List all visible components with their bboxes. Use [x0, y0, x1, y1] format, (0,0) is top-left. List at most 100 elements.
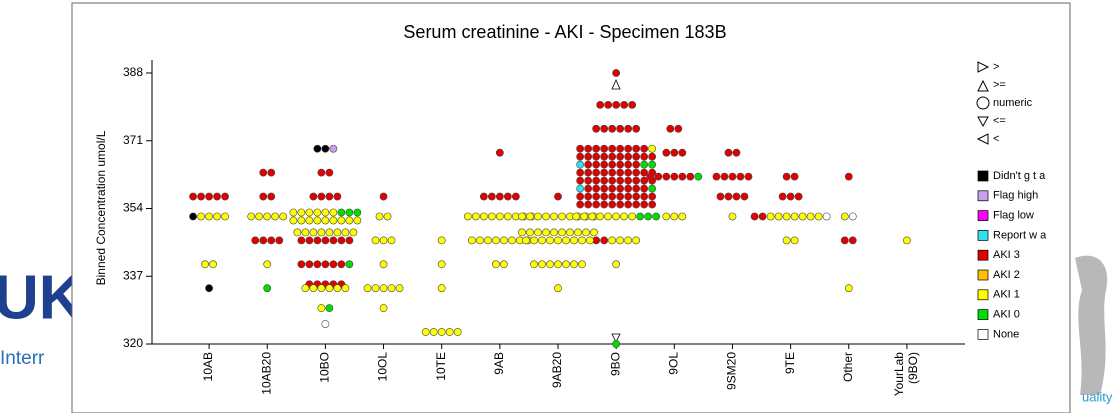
shape-legend-label: >= [993, 79, 1006, 91]
dot [554, 284, 562, 293]
dot [608, 144, 617, 153]
dot [588, 212, 597, 221]
dot [329, 236, 338, 245]
dot [648, 152, 657, 161]
dot [584, 192, 593, 201]
dot [632, 184, 641, 193]
dot [479, 192, 488, 201]
dot [744, 172, 753, 181]
dot [483, 236, 492, 245]
dot [632, 160, 641, 169]
dot [608, 236, 617, 245]
dot [475, 236, 484, 245]
dot [518, 228, 526, 237]
dot [798, 212, 807, 221]
dot [345, 216, 354, 225]
dot [612, 340, 621, 348]
dot [379, 192, 388, 201]
dot [636, 212, 645, 221]
dot [612, 212, 621, 221]
x-tick-label: 9OL [666, 352, 680, 375]
legend-swatch [977, 289, 989, 301]
dot [301, 228, 310, 237]
dot [309, 284, 318, 293]
dot [558, 228, 566, 237]
dot [321, 208, 330, 217]
dot [209, 260, 217, 269]
dot [305, 260, 314, 269]
dot [596, 212, 605, 221]
dot [313, 216, 322, 225]
dot [189, 192, 197, 201]
dot [632, 168, 641, 177]
dot [580, 212, 589, 221]
dot [437, 236, 446, 245]
dot [495, 212, 504, 221]
dot [814, 212, 823, 221]
dot [337, 208, 346, 217]
dot [333, 228, 342, 237]
dot [546, 260, 554, 269]
dot [263, 260, 272, 269]
dot [463, 212, 472, 221]
dot [550, 212, 558, 221]
dot [479, 212, 488, 221]
x-tick-label: Other [841, 352, 855, 382]
dot [600, 124, 609, 133]
dot [608, 152, 617, 161]
dot [554, 236, 562, 245]
dot [289, 216, 298, 225]
dot [640, 200, 649, 209]
dot [728, 172, 737, 181]
dot [806, 212, 815, 221]
dot [616, 160, 625, 169]
dot [766, 212, 775, 221]
dot [197, 212, 205, 221]
legend-swatch [977, 329, 989, 340]
dot [612, 100, 621, 109]
dot [507, 236, 516, 245]
dot [550, 228, 558, 237]
dot [325, 168, 334, 177]
dot [674, 124, 683, 133]
chart-panel [71, 2, 1071, 413]
dot [624, 168, 633, 177]
dot [189, 212, 197, 221]
dot [371, 236, 380, 245]
dot [349, 228, 358, 237]
dot [608, 200, 617, 209]
dot [840, 236, 849, 245]
dot [221, 192, 229, 201]
dot [640, 160, 649, 169]
dot [576, 144, 585, 153]
dot [608, 192, 617, 201]
dot [662, 212, 671, 221]
dot [487, 212, 496, 221]
dot [247, 212, 256, 221]
dot [632, 176, 641, 185]
dot [592, 184, 601, 193]
dot [786, 192, 795, 201]
dot [750, 212, 759, 221]
dot [538, 260, 546, 269]
dot [491, 236, 500, 245]
dot [289, 208, 298, 217]
dot [644, 212, 653, 221]
dot [576, 160, 585, 169]
dot [363, 284, 372, 293]
dot [325, 192, 334, 201]
dot [844, 284, 853, 293]
y-axis-label: Binned Concentration umol/L [94, 130, 108, 285]
dot [321, 320, 330, 328]
dot [790, 236, 799, 245]
sculpture [1075, 255, 1108, 395]
x-tick-label: 10OL [376, 352, 390, 382]
dot [341, 284, 350, 293]
dot [309, 192, 318, 201]
dot [542, 228, 550, 237]
dot [590, 228, 598, 237]
dot [337, 236, 346, 245]
dot [632, 236, 641, 245]
dot [467, 236, 476, 245]
